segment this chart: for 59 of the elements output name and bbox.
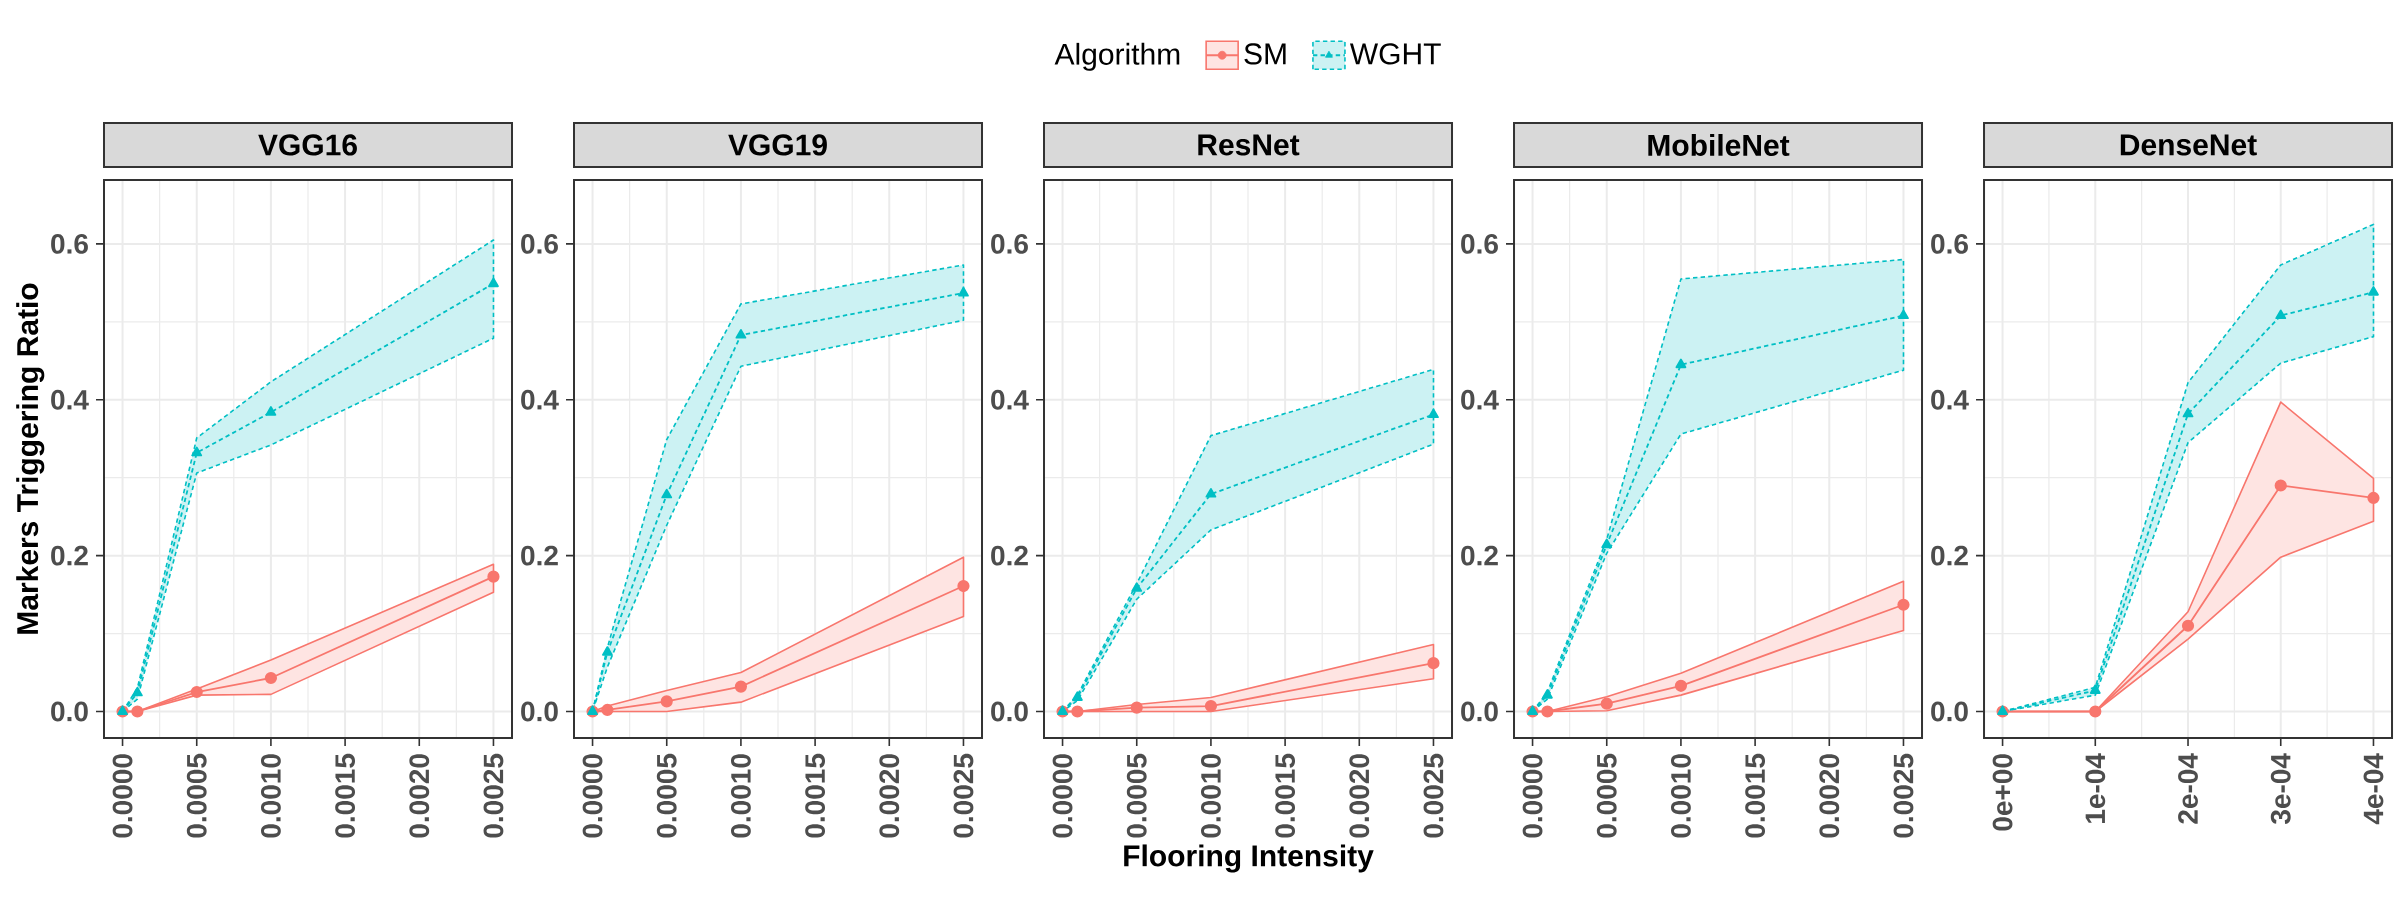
y-tick-label: 0.4 xyxy=(1931,389,1969,410)
x-tick-label: 1e-04 xyxy=(2085,753,2106,823)
y-tick-label: 0.4 xyxy=(991,389,1029,410)
x-tick-label: 0.0005 xyxy=(1126,753,1147,838)
x-tick-label: 0.0010 xyxy=(260,754,281,838)
x-tick-label: 0.0005 xyxy=(656,753,677,838)
y-tick-label: 0.0 xyxy=(1461,701,1498,722)
chart-title: MobileNet xyxy=(1648,133,1790,156)
x-tick-label: 0.0025 xyxy=(483,753,504,838)
x-axis-title: Flooring Intensity xyxy=(1124,844,1374,873)
chart-title: ResNet xyxy=(1198,134,1300,156)
x-tick-label: 0.0010 xyxy=(1200,754,1221,838)
y-tick-label: 0.2 xyxy=(991,545,1028,566)
x-tick-label: 0.0020 xyxy=(1349,754,1370,838)
y-tick-label: 0.4 xyxy=(1461,389,1499,410)
y-tick-label: 0.2 xyxy=(521,545,558,566)
x-tick-label: 0.0020 xyxy=(1819,754,1840,838)
x-tick-label: 0.0025 xyxy=(953,753,974,838)
y-tick-label: 0.6 xyxy=(991,233,1028,254)
y-tick-label: 0.6 xyxy=(1931,233,1968,254)
x-tick-label: 0.0025 xyxy=(1893,753,1914,838)
x-tick-label: 3e-04 xyxy=(2270,753,2291,825)
x-tick-label: 0.0010 xyxy=(730,754,751,838)
x-tick-label: 2e-04 xyxy=(2178,753,2198,824)
chart-title: DenseNet xyxy=(2120,134,2257,156)
x-tick-label: 4e-04 xyxy=(2363,753,2384,825)
y-tick-label: 0.6 xyxy=(51,233,88,254)
y-tick-label: 0.0 xyxy=(991,701,1028,722)
x-tick-label: 0.0000 xyxy=(112,754,133,838)
x-tick-label: 0.0025 xyxy=(1423,753,1444,838)
legend-label: WGHT xyxy=(1349,43,1441,65)
x-tick-label: 0e+00 xyxy=(1992,754,2013,831)
chart-title: VGG19 xyxy=(728,134,827,156)
x-tick-label: 0.0020 xyxy=(409,754,430,838)
y-tick-label: 0.4 xyxy=(51,389,89,410)
y-tick-label: 0.2 xyxy=(51,545,88,566)
x-tick-label: 0.0010 xyxy=(1670,754,1691,838)
x-tick-label: 0.0000 xyxy=(1522,754,1543,838)
y-tick-label: 0.0 xyxy=(1931,701,1968,722)
y-tick-label: 0.2 xyxy=(1461,545,1498,566)
x-tick-label: 0.0015 xyxy=(1275,753,1296,838)
x-tick-label: 0.0000 xyxy=(582,754,603,838)
y-tick-label: 0.6 xyxy=(521,233,558,254)
x-tick-label: 0.0015 xyxy=(335,753,356,838)
x-tick-label: 0.0000 xyxy=(1052,754,1073,838)
y-tick-label: 0.6 xyxy=(1461,233,1498,254)
legend-title: Algorithm xyxy=(1054,42,1180,71)
x-tick-label: 0.0005 xyxy=(1596,753,1617,838)
y-axis-title: Markers Triggering Ratio xyxy=(16,283,45,634)
x-tick-label: 0.0005 xyxy=(186,753,207,838)
y-tick-label: 0.4 xyxy=(521,389,559,410)
chart-title: VGG16 xyxy=(258,134,357,156)
x-tick-label: 0.0015 xyxy=(805,753,826,838)
y-tick-label: 0.0 xyxy=(521,701,558,722)
x-tick-label: 0.0015 xyxy=(1745,753,1766,838)
x-tick-label: 0.0020 xyxy=(879,754,900,838)
y-tick-label: 0.0 xyxy=(51,701,88,722)
y-tick-label: 0.2 xyxy=(1931,545,1968,566)
legend-label: SM xyxy=(1244,43,1286,65)
